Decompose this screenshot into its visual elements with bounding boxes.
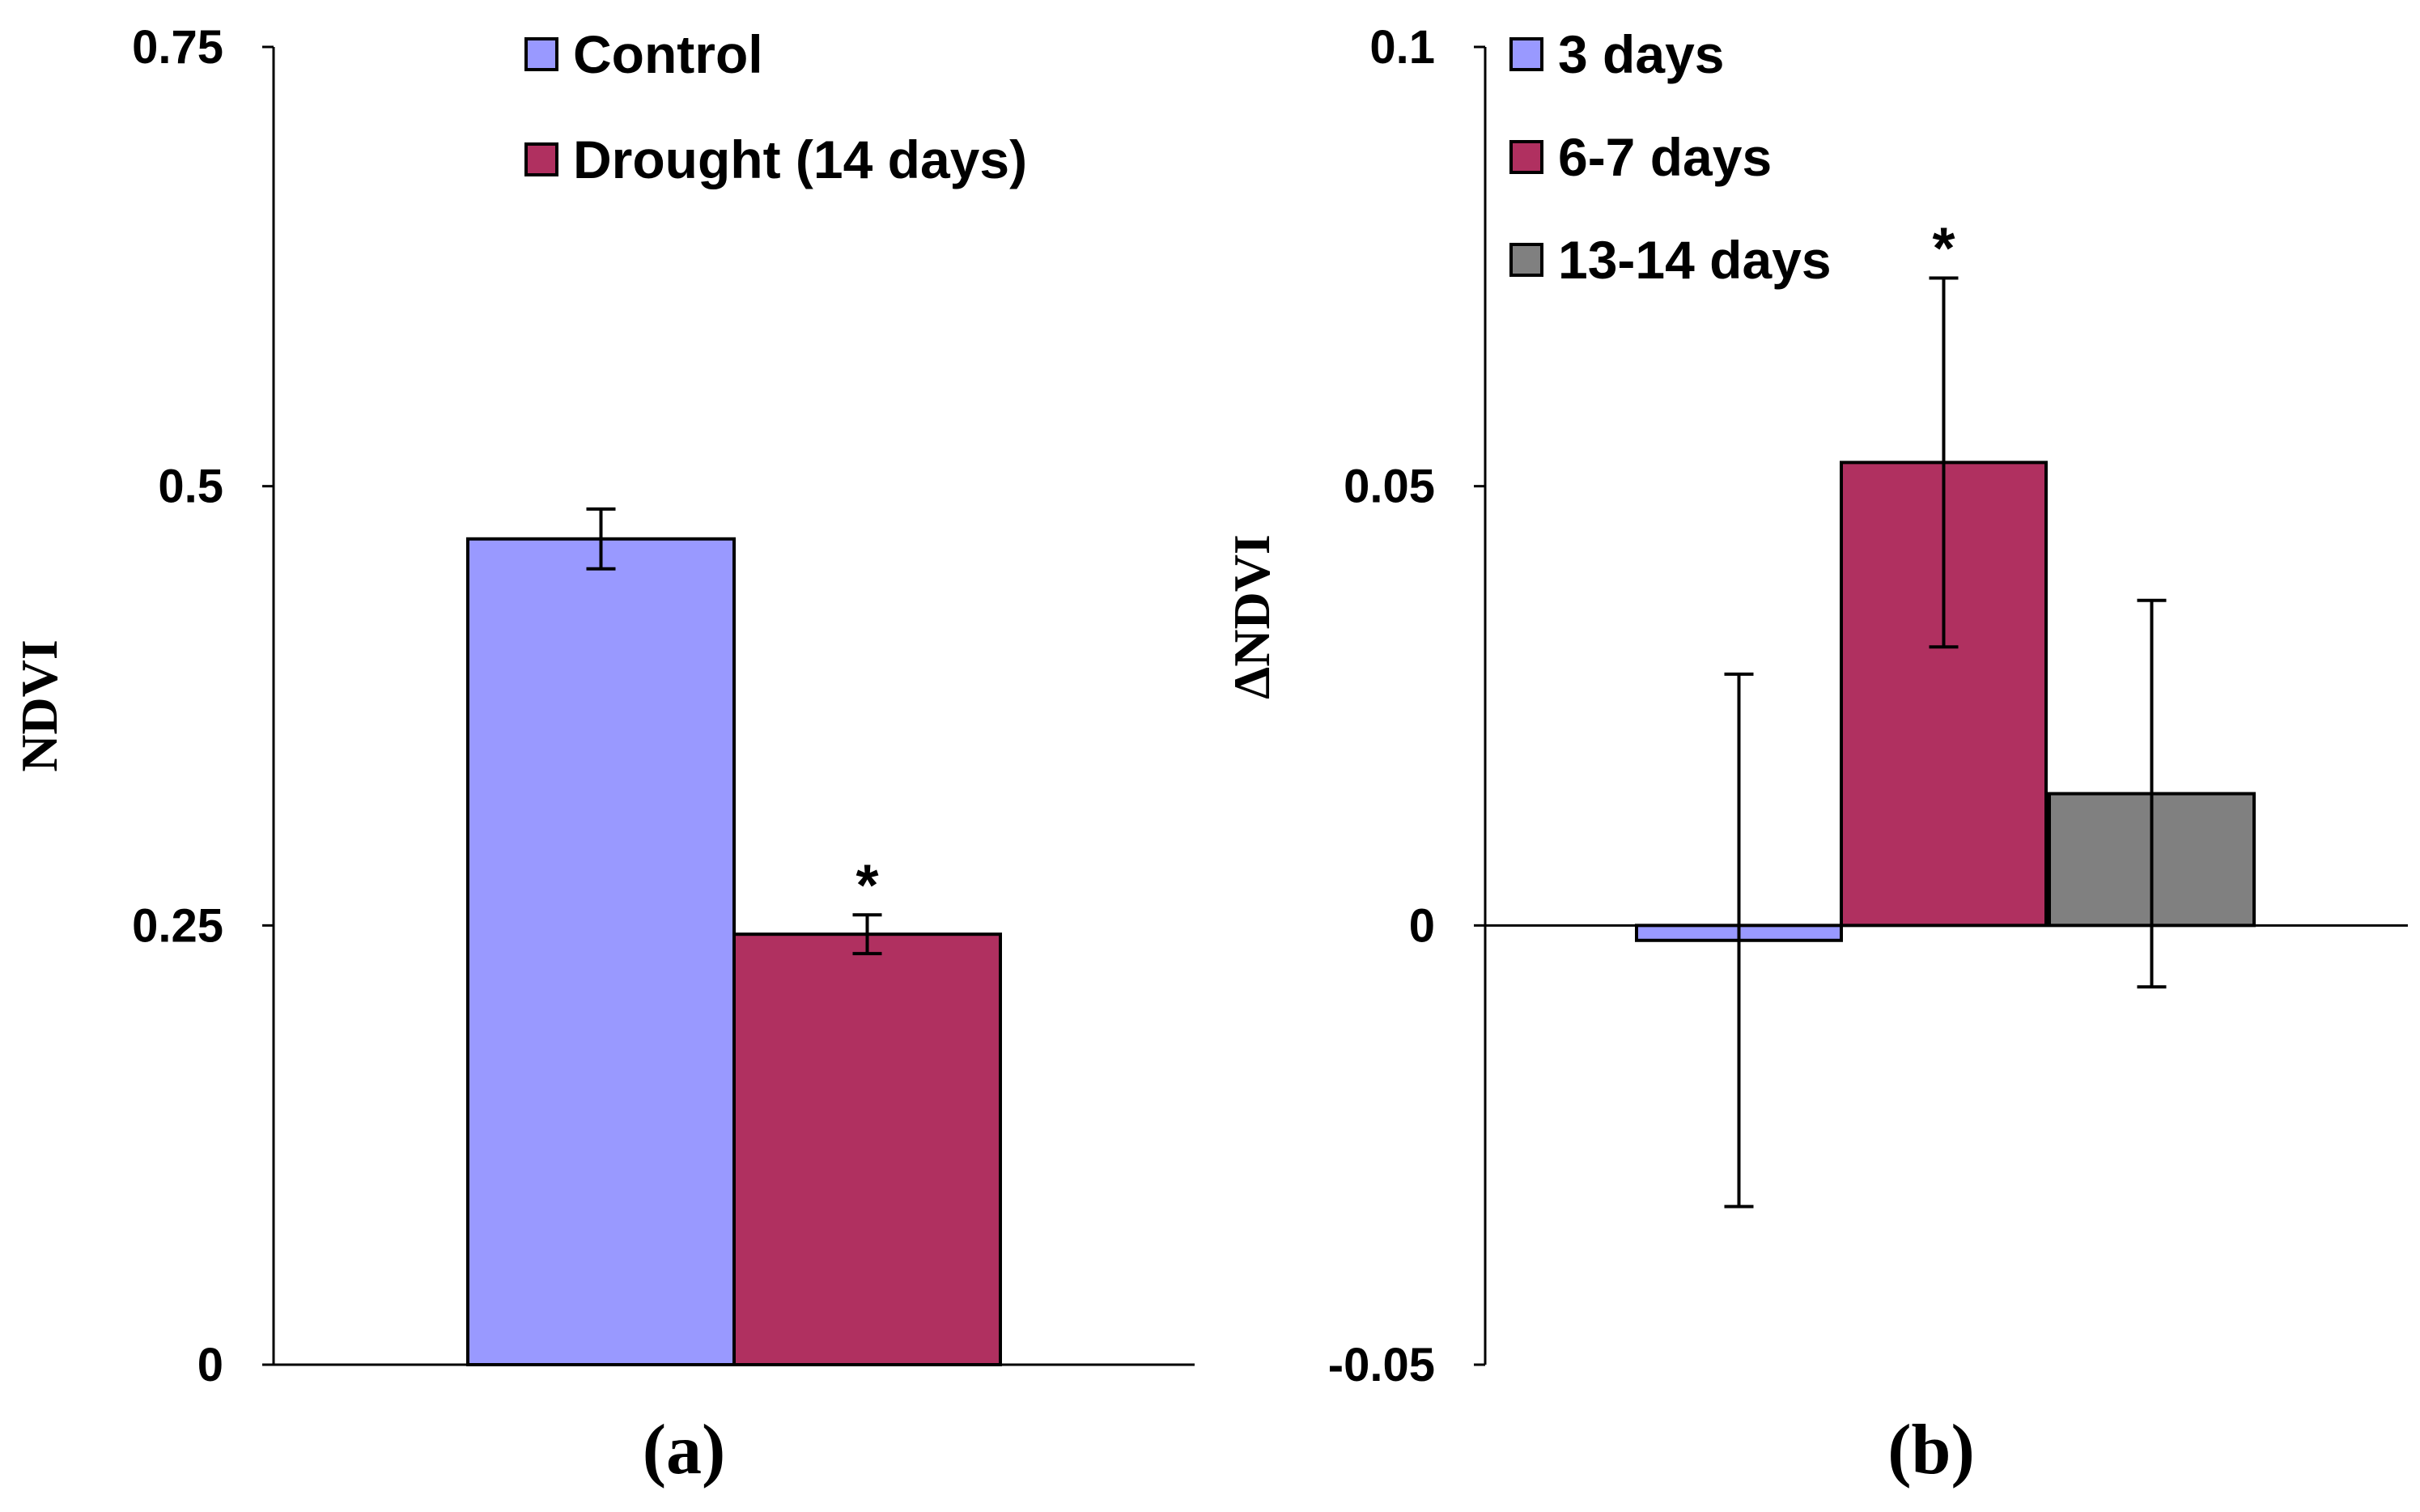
significance-marker: * xyxy=(1932,216,1955,281)
bar-control xyxy=(466,537,736,1366)
legend-swatch xyxy=(524,142,558,176)
panel-label: (a) xyxy=(643,1411,726,1489)
panel-label: (b) xyxy=(1887,1411,1975,1489)
panel-a-chart: 0 0.25 0.5 0.75 Control * Drought (14 days) NDV… xyxy=(11,21,1195,1489)
y-tick-label: 0.5 xyxy=(158,461,223,513)
y-tick-label: 0 xyxy=(197,1339,223,1391)
legend-swatch xyxy=(1509,140,1543,174)
y-tick-label: 0 xyxy=(1409,899,1435,952)
legend-label: Control xyxy=(573,24,763,84)
panel-b-chart: -0.05 0 0.05 0.1 3 days * 6-7 days 13-14 days ΔN… xyxy=(1223,21,2408,1489)
legend-label: 6-7 days xyxy=(1558,127,1772,187)
y-axis-label: NDVI xyxy=(11,639,68,772)
y-tick-label: 0.1 xyxy=(1369,21,1435,74)
significance-marker: * xyxy=(855,853,878,918)
y-tick-label: 0.05 xyxy=(1344,461,1435,513)
y-tick-label: 0.75 xyxy=(132,21,223,74)
y-tick-label: -0.05 xyxy=(1328,1339,1435,1391)
legend-label: 3 days xyxy=(1558,24,1724,84)
legend-swatch xyxy=(1509,243,1543,277)
legend-swatch xyxy=(1509,37,1543,71)
y-tick-label: 0.25 xyxy=(132,899,223,952)
y-axis-label: ΔNDVI xyxy=(1223,534,1280,699)
bar-drought-14-days- xyxy=(732,932,1002,1366)
legend-label: Drought (14 days) xyxy=(573,130,1027,189)
legend-swatch xyxy=(524,37,558,71)
legend-label: 13-14 days xyxy=(1558,230,1832,290)
